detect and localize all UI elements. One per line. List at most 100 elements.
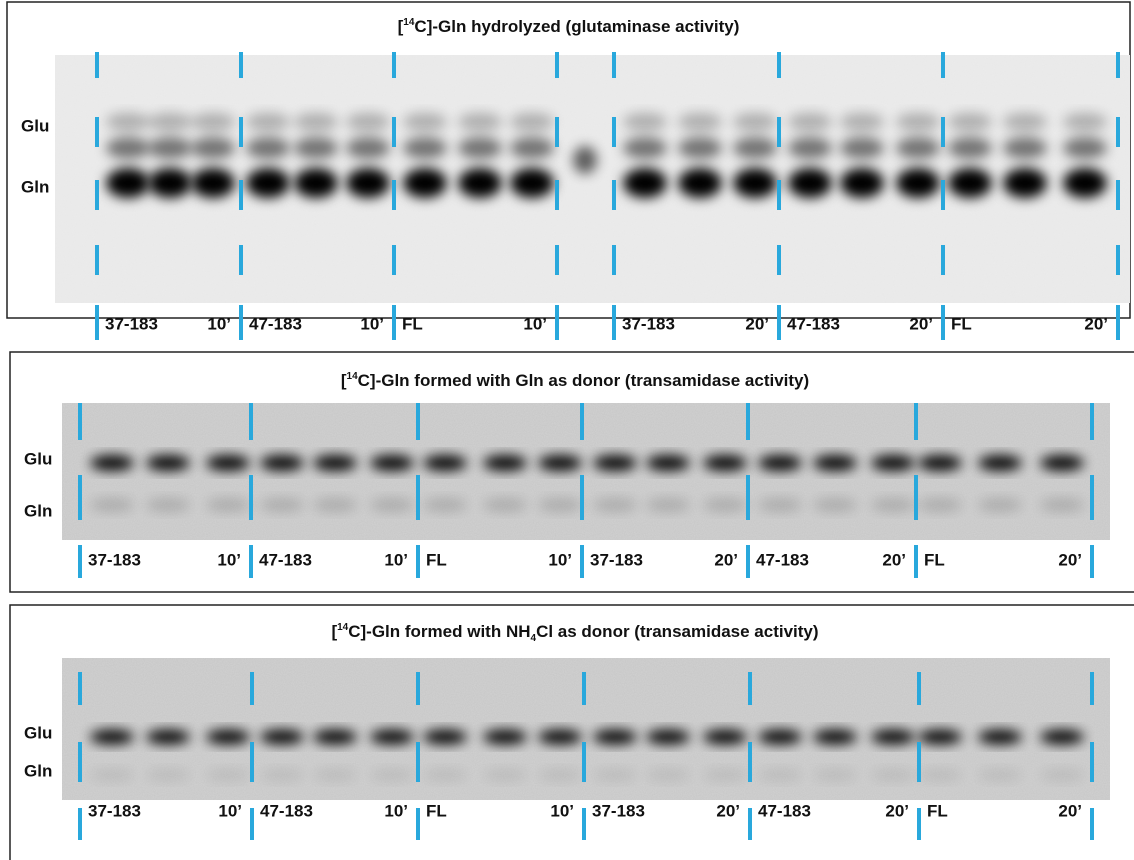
gel-band (840, 137, 884, 159)
gel-band (978, 729, 1022, 745)
gel-band (146, 769, 190, 781)
gel-band (538, 729, 582, 745)
gel-band (840, 113, 884, 131)
gel-band (678, 113, 722, 131)
gel-band (1063, 137, 1107, 159)
gel-band (733, 168, 777, 198)
gel-band (106, 168, 150, 198)
gel-band (510, 137, 554, 159)
gel-band (246, 113, 290, 131)
gel-band (106, 137, 150, 159)
gel-band (90, 498, 134, 512)
gel-band (246, 168, 290, 198)
lane-sample: 47-183 (260, 801, 313, 820)
gel-band (246, 137, 290, 159)
lane-time: 20’ (909, 314, 933, 333)
gel-band (948, 113, 992, 131)
row-label: Glu (21, 116, 49, 135)
gel-band (346, 137, 390, 159)
gel-band (483, 498, 527, 512)
gel-band (458, 168, 502, 198)
gel-band (573, 146, 597, 174)
lane-sample: 37-183 (622, 314, 675, 333)
gel-band (294, 113, 338, 131)
title-part: C]-Gln formed with Gln as donor (transam… (358, 371, 810, 390)
gel-band (191, 168, 235, 198)
lane-time: 20’ (716, 801, 740, 820)
gel-band (294, 137, 338, 159)
gel-band (871, 729, 915, 745)
gel-band (1063, 113, 1107, 131)
gel-band (1040, 498, 1084, 512)
gel-band (871, 455, 915, 471)
lane-time: 10’ (384, 550, 408, 569)
lane-time: 20’ (1058, 550, 1082, 569)
gel-band (758, 769, 802, 781)
lane-time: 20’ (745, 314, 769, 333)
gel-band (483, 729, 527, 745)
title-part: [ (398, 17, 404, 36)
title-part: 4 (531, 633, 537, 644)
lane-sample: 37-183 (88, 801, 141, 820)
title-part: 14 (347, 371, 359, 382)
panel: [14C]-Gln hydrolyzed (glutaminase activi… (6, 1, 1131, 340)
gel-band (148, 113, 192, 131)
gel-band (90, 769, 134, 781)
row-label: Gln (24, 501, 52, 520)
panel: [14C]-Gln formed with NH4Cl as donor (tr… (9, 604, 1134, 860)
lane-time: 10’ (548, 550, 572, 569)
lane-sample: 37-183 (88, 550, 141, 569)
title-part: 14 (403, 17, 415, 28)
gel-band (403, 113, 447, 131)
row-label: Gln (24, 761, 52, 780)
gel-band (423, 498, 467, 512)
title-part: 14 (337, 622, 349, 633)
gel-band (896, 113, 940, 131)
gel-band (788, 168, 832, 198)
lane-sample: FL (951, 314, 972, 333)
gel-band (918, 729, 962, 745)
gel-band (260, 455, 304, 471)
title-part: C]-Gln hydrolyzed (glutaminase activity) (414, 17, 739, 36)
gel-band (840, 168, 884, 198)
lane-sample: 37-183 (105, 314, 158, 333)
lane-time: 20’ (714, 550, 738, 569)
gel-band (346, 113, 390, 131)
gel-band (896, 168, 940, 198)
gel-band (313, 498, 357, 512)
gel-band (423, 729, 467, 745)
gel-band (948, 168, 992, 198)
title-part: Cl as donor (transamidase activity) (536, 622, 818, 641)
gel-band (813, 769, 857, 781)
gel-band (483, 769, 527, 781)
lane-time: 10’ (550, 801, 574, 820)
gel-band (370, 729, 414, 745)
gel-band (458, 113, 502, 131)
gel-noise (62, 403, 1110, 540)
gel-band (206, 729, 250, 745)
gel-band (370, 769, 414, 781)
gel-band (788, 137, 832, 159)
gel-band (458, 137, 502, 159)
gel-band (146, 455, 190, 471)
gel-band (1003, 137, 1047, 159)
gel-band (678, 168, 722, 198)
gel-band (148, 137, 192, 159)
gel-band (403, 168, 447, 198)
lane-sample: FL (402, 314, 423, 333)
gel-band (370, 455, 414, 471)
gel-band (1040, 455, 1084, 471)
gel-band (1003, 113, 1047, 131)
row-label: Gln (21, 177, 49, 196)
gel-band (191, 113, 235, 131)
lane-sample: 47-183 (787, 314, 840, 333)
panel-title: [14C]-Gln hydrolyzed (glutaminase activi… (398, 17, 740, 36)
gel-band (313, 729, 357, 745)
gel-band (978, 455, 1022, 471)
lane-time: 10’ (523, 314, 547, 333)
gel-band (646, 455, 690, 471)
gel-band (896, 137, 940, 159)
gel-band (623, 137, 667, 159)
title-part: [ (331, 622, 337, 641)
panel: [14C]-Gln formed with Gln as donor (tran… (9, 351, 1134, 593)
